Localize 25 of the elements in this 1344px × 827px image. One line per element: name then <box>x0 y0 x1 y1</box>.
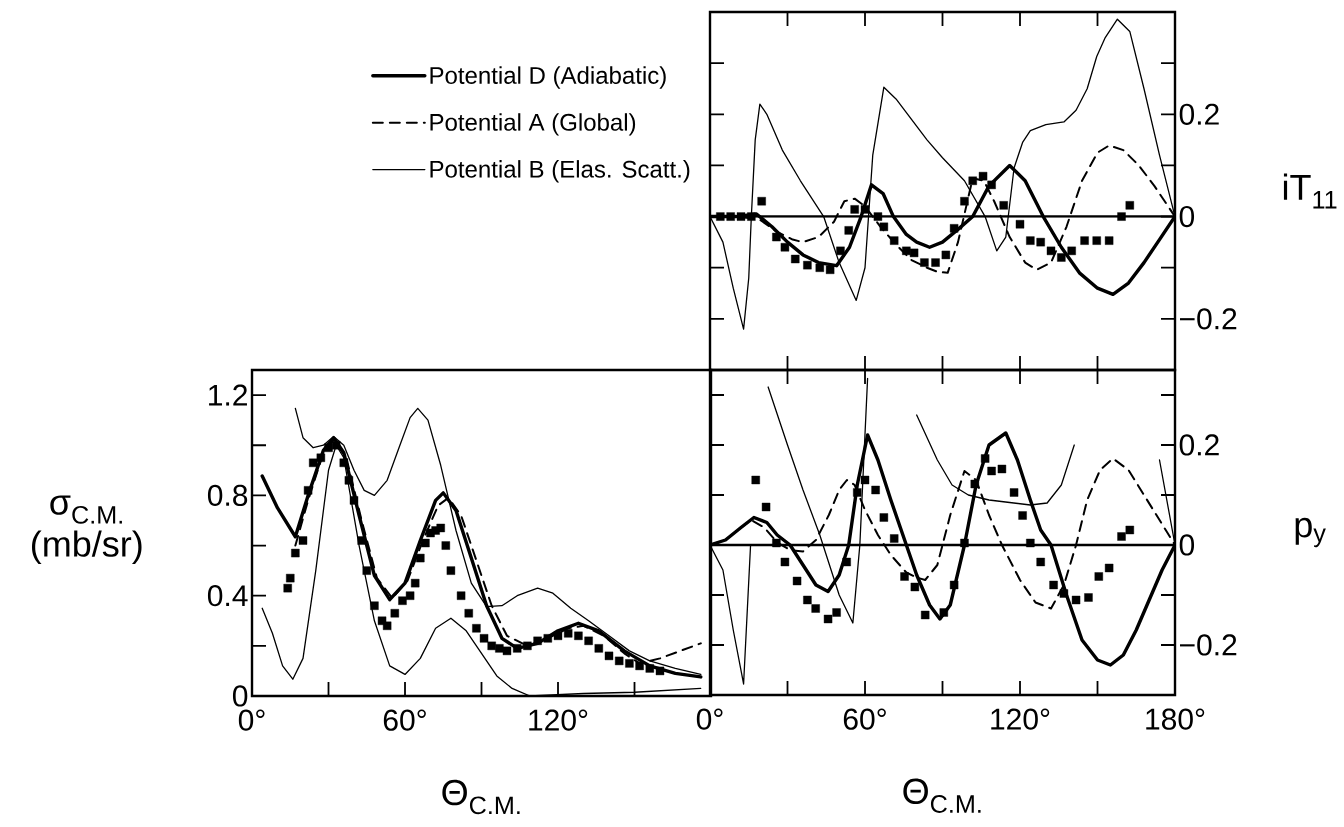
x-tick-label: 0° <box>696 708 723 730</box>
y-axis-title: iT$_{11}$ <box>1283 173 1337 209</box>
x-tick-label: 0° <box>238 709 265 731</box>
y-tick-label: 0 <box>1179 205 1195 228</box>
x-tick-label: 180° <box>1146 708 1205 730</box>
x-tick-label: 60° <box>383 709 426 731</box>
x-tick-label: 120° <box>529 709 588 731</box>
y-tick-label: 0.2 <box>1179 103 1219 125</box>
y-tick-label: 1.2 <box>209 384 247 406</box>
x-tick-label: 120° <box>991 708 1050 730</box>
y-axis-title: p$_{y}$ <box>1295 517 1326 548</box>
x-axis-title: Θ$_{C.M.}$ <box>442 779 520 815</box>
legend-label: Potential B (Elas. Scatt.) <box>430 160 690 183</box>
y-tick-label: 0 <box>232 685 248 707</box>
x-axis-title: Θ$_{C.M.}$ <box>903 778 981 813</box>
y-tick-label: −0.2 <box>1180 308 1237 330</box>
y-tick-label: 0.4 <box>207 585 248 607</box>
y-axis-title: σ$_{C.M.}$ (mb/sr) <box>32 495 142 564</box>
legend-label: Potential A (Global) <box>430 113 636 136</box>
y-tick-label: −0.2 <box>1180 634 1237 656</box>
legend-label: Potential D (Adiabatic) <box>430 66 666 89</box>
y-tick-label: 0.2 <box>1179 434 1219 456</box>
y-tick-label: 0 <box>1179 534 1195 556</box>
y-tick-label: 0.8 <box>207 484 248 507</box>
x-tick-label: 60° <box>843 708 886 730</box>
